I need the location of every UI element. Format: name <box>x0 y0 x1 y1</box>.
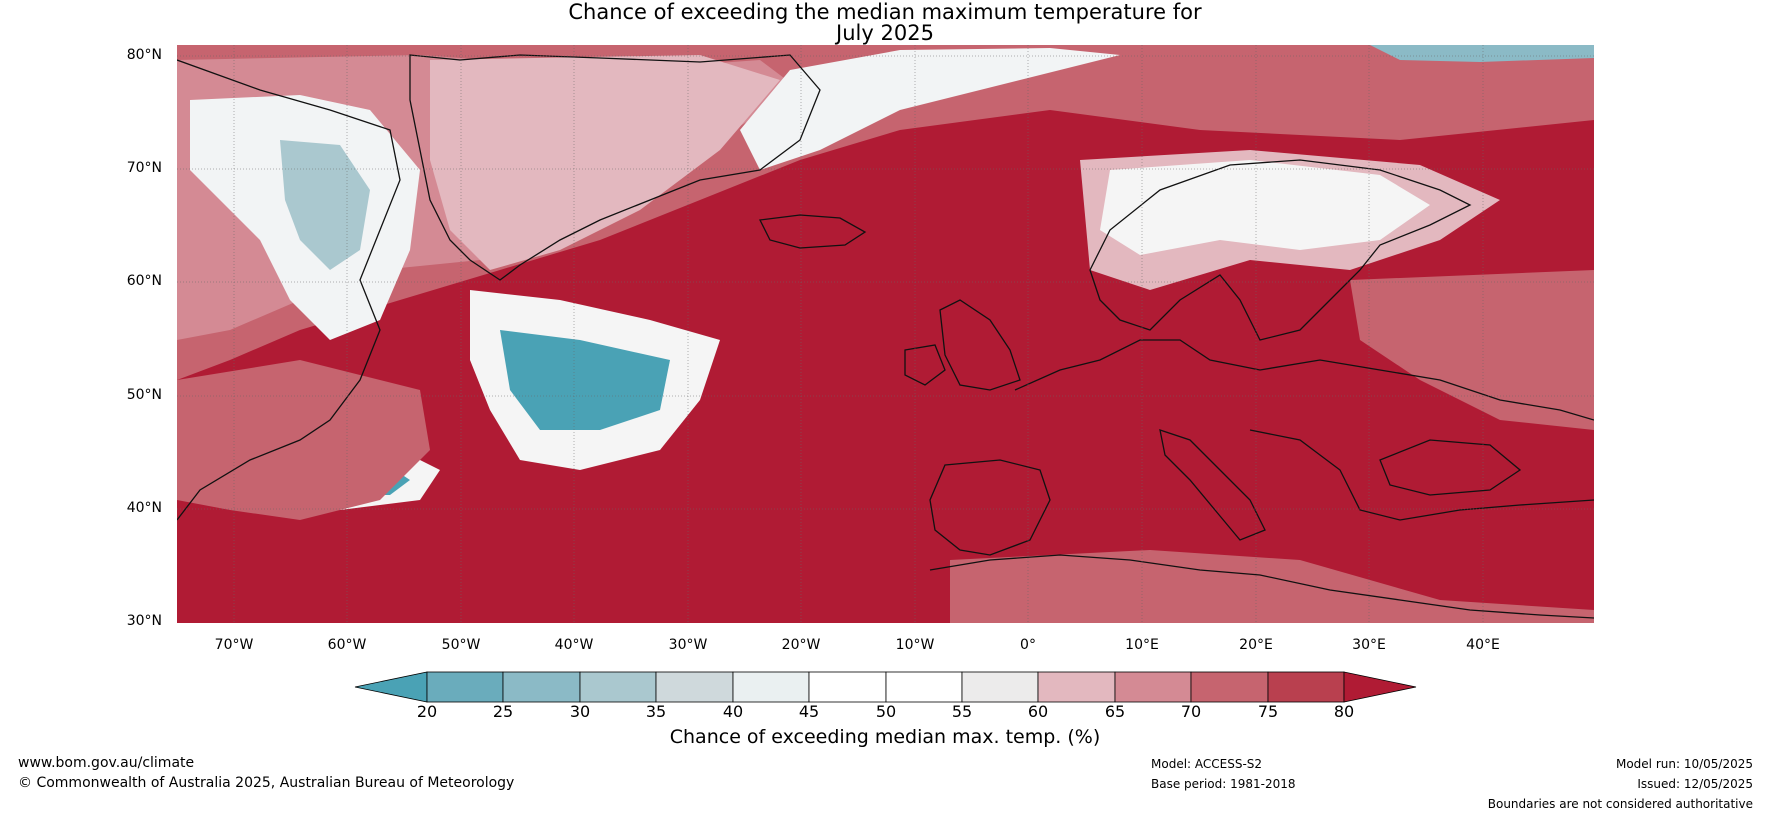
coastline-uk <box>939 299 1021 391</box>
colorbar <box>354 671 1417 703</box>
colorbar-segment <box>1190 671 1269 703</box>
footer-copyright: © Commonwealth of Australia 2025, Austra… <box>18 775 515 791</box>
region-scandinavia-white <box>1100 160 1430 255</box>
colorbar-tick-label: 45 <box>798 702 820 721</box>
coastline-iceland <box>759 214 867 249</box>
colorbar-tick-label: 70 <box>1180 702 1202 721</box>
region-svalbard-blue <box>1370 45 1594 62</box>
latitude-label: 30°N <box>126 613 162 629</box>
coastlines <box>177 54 1594 619</box>
longitude-label: 40°W <box>554 637 594 653</box>
colorbar-tick-label: 20 <box>416 702 438 721</box>
colorbar-segment <box>885 671 963 703</box>
colorbar-title: Chance of exceeding median max. temp. (%… <box>669 726 1101 748</box>
colorbar-segment <box>732 671 810 703</box>
colorbar-segment <box>502 671 581 703</box>
footer-base-period: Base period: 1981-2018 <box>1151 777 1296 791</box>
colorbar-tick-label: 50 <box>875 702 897 721</box>
colorbar-tick-label: 25 <box>492 702 514 721</box>
longitude-label: 10°E <box>1125 637 1159 653</box>
colorbar-high-extension <box>1343 671 1417 703</box>
longitude-label: 10°W <box>895 637 935 653</box>
colorbar-tick-label: 40 <box>722 702 744 721</box>
colorbar-tick-label: 80 <box>1333 702 1355 721</box>
map-title-line-2: July 2025 <box>836 21 934 45</box>
latitude-label: 60°N <box>126 273 162 289</box>
map-field <box>177 45 1594 623</box>
longitude-label: 50°W <box>441 637 481 653</box>
coastline-balkans-turkey <box>1249 429 1594 521</box>
footer-model-run: Model run: 10/05/2025 <box>1615 757 1753 771</box>
longitude-label: 30°E <box>1352 637 1386 653</box>
colorbar-segment <box>1114 671 1192 703</box>
colorbar-tick-label: 75 <box>1257 702 1279 721</box>
latitude-label: 50°N <box>126 387 162 403</box>
coastline-black-sea <box>1379 439 1522 496</box>
colorbar-tick-label: 60 <box>1027 702 1049 721</box>
footer-disclaimer: Boundaries are not considered authoritat… <box>1487 797 1753 811</box>
coastline-greenland <box>409 54 821 281</box>
longitude-label: 20°E <box>1239 637 1273 653</box>
map-title-line-1: Chance of exceeding the median maximum t… <box>568 0 1202 24</box>
colorbar-tick-label: 35 <box>645 702 667 721</box>
region-arctic-white-band <box>740 48 1120 170</box>
colorbar-segment <box>1037 671 1116 703</box>
colorbar-segment <box>808 671 887 703</box>
colorbar-segment <box>579 671 657 703</box>
footer-model: Model: ACCESS-S2 <box>1151 757 1263 771</box>
latitude-label: 40°N <box>126 500 162 516</box>
coastline-europe <box>1014 339 1594 421</box>
region-greenland-pale <box>430 55 780 270</box>
colorbar-segment <box>655 671 734 703</box>
colorbar-tick-label: 30 <box>569 702 591 721</box>
coastline-ireland <box>904 344 946 386</box>
coastline-canada <box>177 59 401 521</box>
coastline-north-africa <box>929 554 1594 619</box>
region-baffin-blue <box>280 140 370 270</box>
coastline-iberia <box>929 459 1051 556</box>
longitude-label: 20°W <box>781 637 821 653</box>
longitude-label: 30°W <box>668 637 708 653</box>
colorbar-segment <box>1267 671 1345 703</box>
colorbar-tick-label: 65 <box>1104 702 1126 721</box>
latitude-label: 80°N <box>126 47 162 63</box>
colorbar-low-extension <box>354 671 428 703</box>
longitude-label: 40°E <box>1466 637 1500 653</box>
region-labrador-sea <box>177 360 430 520</box>
graticule <box>177 45 1594 623</box>
longitude-label: 0° <box>1020 637 1036 653</box>
longitude-label: 60°W <box>327 637 367 653</box>
colorbar-tick-label: 55 <box>951 702 973 721</box>
colorbar-segment <box>426 671 504 703</box>
colorbar-segment <box>961 671 1039 703</box>
region-atlantic-blue <box>500 330 670 430</box>
longitude-label: 70°W <box>214 637 254 653</box>
coastline-scandinavia <box>1089 159 1472 341</box>
region-eastern-europe <box>1350 270 1594 430</box>
footer-url: www.bom.gov.au/climate <box>18 755 195 771</box>
footer-issued: Issued: 12/05/2025 <box>1637 777 1753 791</box>
coastline-italy <box>1159 429 1266 541</box>
latitude-label: 70°N <box>126 160 162 176</box>
